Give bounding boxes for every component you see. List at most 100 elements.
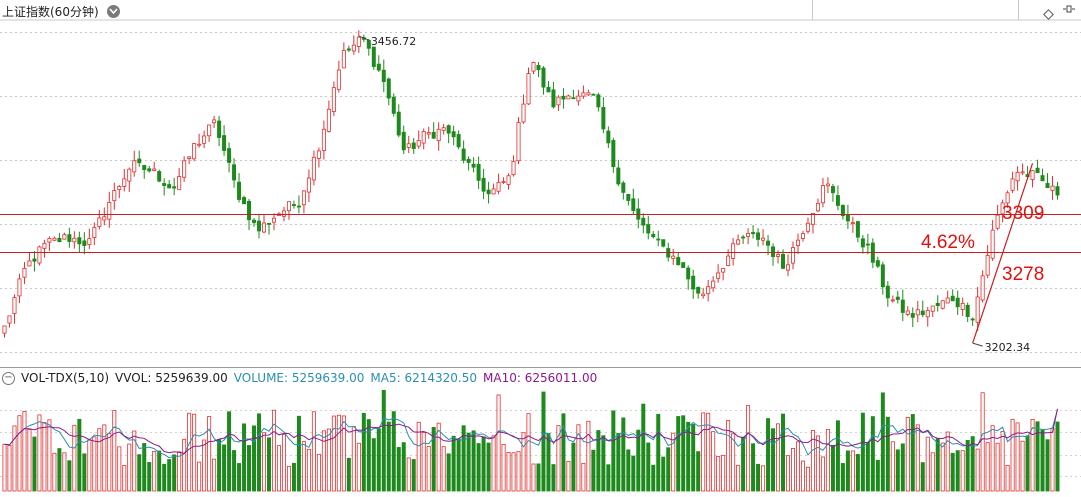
diamond-icon[interactable] [1043, 5, 1054, 24]
candle [207, 124, 212, 142]
volume-bar [791, 448, 796, 492]
volume-bar [12, 425, 17, 492]
candle [222, 125, 227, 156]
volume-bar [741, 436, 746, 492]
candle [875, 256, 880, 269]
candle [227, 142, 232, 173]
candle [940, 299, 945, 310]
candle [855, 220, 860, 243]
volume-bar [456, 438, 461, 492]
volume-bar [1035, 421, 1040, 492]
volume-bar [736, 464, 741, 492]
low-label: 3202.34 [985, 341, 1030, 354]
collapse-icon[interactable]: − [2, 371, 15, 385]
candle [761, 229, 766, 246]
volume-bar [87, 439, 92, 492]
volume-bar [152, 450, 157, 492]
candle [701, 287, 706, 299]
candle [1050, 175, 1055, 200]
candle [406, 135, 411, 154]
volume-bar [840, 463, 845, 492]
volume-bar [341, 415, 346, 492]
volume-bar [930, 452, 935, 492]
candle [721, 267, 726, 281]
ma5-line [4, 409, 1058, 459]
volume-bar [945, 431, 950, 492]
volume-bar [92, 436, 97, 492]
page-title: 上证指数(60分钟) [2, 5, 99, 19]
volume-bar [67, 460, 72, 492]
volume-bar [820, 456, 825, 492]
volume-bar [786, 455, 791, 492]
volume-bar [511, 452, 516, 492]
volume-bar [187, 412, 192, 492]
candle [736, 234, 741, 246]
chevron-down-icon[interactable] [106, 5, 120, 18]
volume-bar [346, 457, 351, 492]
volume-bar [860, 412, 865, 492]
volume-bar [276, 445, 281, 492]
volume-bar [885, 416, 890, 492]
candle [172, 177, 177, 196]
volume-bar [776, 423, 781, 492]
volume-bar [571, 442, 576, 492]
candle [511, 155, 516, 177]
candle [975, 287, 980, 331]
volume-bar [671, 432, 676, 492]
candle [985, 245, 990, 278]
candle [416, 130, 421, 149]
volume-bar [242, 423, 247, 492]
volume-bar [182, 438, 187, 492]
candle [850, 216, 855, 233]
candle [291, 200, 296, 209]
high-pointer [358, 35, 370, 41]
candle [496, 173, 501, 195]
candle [661, 239, 666, 248]
volume-bar [681, 415, 686, 492]
volume-bar [910, 414, 915, 492]
candle [481, 168, 486, 200]
candle [351, 35, 356, 55]
volume-bar [137, 454, 142, 492]
candle [187, 156, 192, 165]
candle [611, 137, 616, 173]
candle [860, 234, 865, 254]
candle [955, 290, 960, 315]
volume-bar [491, 435, 496, 492]
candle [331, 81, 336, 117]
volume-bar [371, 438, 376, 492]
volume-bar [42, 422, 47, 492]
candle [651, 231, 656, 239]
volume-bar [706, 412, 711, 492]
candle [436, 122, 441, 151]
volume-bar [311, 411, 316, 492]
candle [521, 94, 526, 124]
volume-bar [691, 424, 696, 492]
volume-bar [696, 451, 701, 492]
volume-bar [177, 451, 182, 492]
volume-bar [781, 413, 786, 492]
candle [706, 279, 711, 302]
volume-bar [107, 433, 112, 492]
volume-bar [1015, 422, 1020, 492]
candle [561, 88, 566, 109]
volume-bar [411, 459, 416, 492]
candle [2, 325, 7, 338]
candle [920, 300, 925, 318]
candle [656, 230, 661, 247]
candle [77, 231, 82, 253]
candle [945, 290, 950, 304]
candle [1055, 181, 1060, 200]
volume-bar [57, 448, 62, 492]
volume-bar [1055, 421, 1060, 492]
candle [62, 232, 67, 240]
candle [741, 234, 746, 244]
candle [137, 150, 142, 167]
volume-bar [112, 410, 117, 492]
candle [271, 213, 276, 231]
window-controls-icon[interactable] [1062, 3, 1076, 18]
candle [771, 243, 776, 266]
volume-bar [262, 432, 267, 492]
volume-bar [731, 433, 736, 492]
candle [726, 249, 731, 267]
